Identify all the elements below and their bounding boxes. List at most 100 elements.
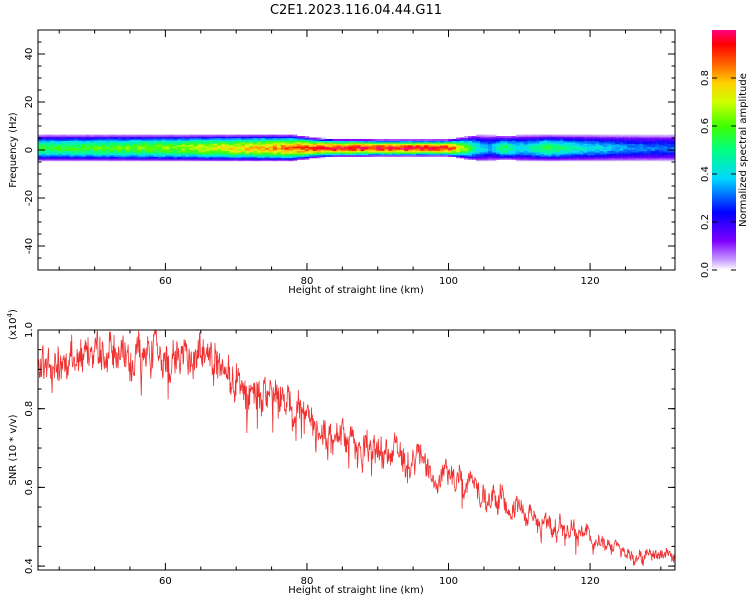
heatmap-cell (607, 134, 612, 137)
heatmap-cell (460, 156, 465, 159)
heatmap-cell (264, 147, 270, 150)
heatmap-cell (619, 146, 624, 149)
heatmap-cell (388, 154, 393, 157)
heatmap-cell (539, 149, 545, 152)
heatmap-cell (117, 141, 123, 144)
heatmap-cell (583, 144, 589, 147)
heatmap-cell (515, 141, 521, 144)
heatmap-cell (372, 149, 378, 152)
heatmap-cell (519, 147, 525, 150)
heatmap-cell (304, 149, 310, 152)
heatmap-cell (105, 156, 111, 159)
heatmap-cell (663, 147, 668, 150)
heatmap-cell (491, 140, 497, 143)
heatmap-cell (169, 143, 174, 146)
heatmap-cell (149, 159, 155, 162)
heatmap-cell (495, 144, 501, 147)
heatmap-cell (647, 147, 652, 150)
heatmap-cell (260, 153, 266, 156)
heatmap-cell (611, 146, 616, 149)
heatmap-cell (655, 141, 660, 144)
heatmap-cell (444, 138, 449, 141)
heatmap-cell (300, 150, 306, 153)
heatmap-cell (372, 143, 378, 146)
heatmap-cell (635, 144, 640, 147)
heatmap-cell (460, 141, 465, 144)
heatmap-cell (53, 143, 59, 146)
heatmap-cell (475, 154, 481, 157)
heatmap-cell (479, 149, 485, 152)
heatmap-cell (671, 140, 675, 143)
heatmap-cell (245, 146, 250, 149)
heatmap-cell (408, 149, 413, 152)
heatmap-cell (264, 151, 270, 154)
heatmap-cell (559, 141, 565, 144)
heatmap-cell (392, 143, 397, 146)
heatmap-cell (300, 143, 306, 146)
heatmap-cell (503, 146, 509, 149)
heatmap-cell (579, 153, 585, 156)
heatmap-cell (607, 147, 612, 150)
heatmap-cell (185, 153, 190, 156)
heatmap-cell (149, 146, 155, 149)
heatmap-cell (105, 147, 111, 150)
heatmap-cell (499, 137, 505, 140)
heatmap-cell (599, 146, 604, 149)
heatmap-cell (388, 140, 393, 143)
heatmap-cell (483, 138, 489, 141)
heatmap-cell (221, 140, 226, 143)
heatmap-cell (659, 137, 664, 140)
heatmap-cell (452, 146, 457, 149)
heatmap-cell (209, 146, 214, 149)
heatmap-cell (487, 153, 493, 156)
heatmap-cell (499, 143, 505, 146)
heatmap-cell (49, 157, 55, 160)
heatmap-cell (440, 154, 445, 157)
heatmap-cell (479, 137, 485, 140)
heatmap-cell (360, 143, 366, 146)
heatmap-cell (328, 140, 334, 143)
heatmap-cell (193, 150, 198, 153)
heatmap-cell (101, 151, 107, 154)
heatmap-cell (268, 138, 274, 141)
heatmap-cells (38, 134, 675, 162)
heatmap-cell (93, 136, 99, 139)
heatmap-cell (300, 141, 306, 144)
heatmap-cell (603, 134, 608, 137)
heatmap-cell (599, 156, 604, 159)
heatmap-cell (181, 153, 186, 156)
heatmap-cell (213, 150, 218, 153)
heatmap-cell (479, 154, 485, 157)
heatmap-cell (559, 146, 565, 149)
heatmap-cell (169, 137, 174, 140)
heatmap-cell (45, 154, 51, 157)
heatmap-cell (631, 159, 636, 162)
heatmap-cell (539, 147, 545, 150)
y-tick-label: 40 (24, 48, 35, 61)
heatmap-cell (483, 140, 489, 143)
heatmap-cell (491, 144, 497, 147)
heatmap-cell (352, 151, 358, 154)
heatmap-cell (599, 144, 604, 147)
heatmap-cell (121, 156, 127, 159)
heatmap-cell (591, 153, 596, 156)
heatmap-cell (49, 153, 55, 156)
heatmap-cell (531, 134, 537, 137)
heatmap-cell (475, 150, 481, 153)
heatmap-cell (77, 136, 83, 139)
heatmap-cell (535, 149, 541, 152)
heatmap-cell (388, 141, 393, 144)
heatmap-cell (595, 137, 600, 140)
heatmap-cell (213, 137, 218, 140)
heatmap-cell (448, 143, 453, 146)
heatmap-cell (45, 147, 51, 150)
heatmap-cell (603, 157, 608, 160)
heatmap-cell (507, 146, 513, 149)
heatmap-cell (543, 137, 549, 140)
heatmap-cell (177, 151, 182, 154)
heatmap-cell (205, 140, 210, 143)
heatmap-cell (157, 136, 163, 139)
heatmap-cell (567, 154, 573, 157)
heatmap-cell (145, 153, 151, 156)
heatmap-cell (69, 140, 75, 143)
